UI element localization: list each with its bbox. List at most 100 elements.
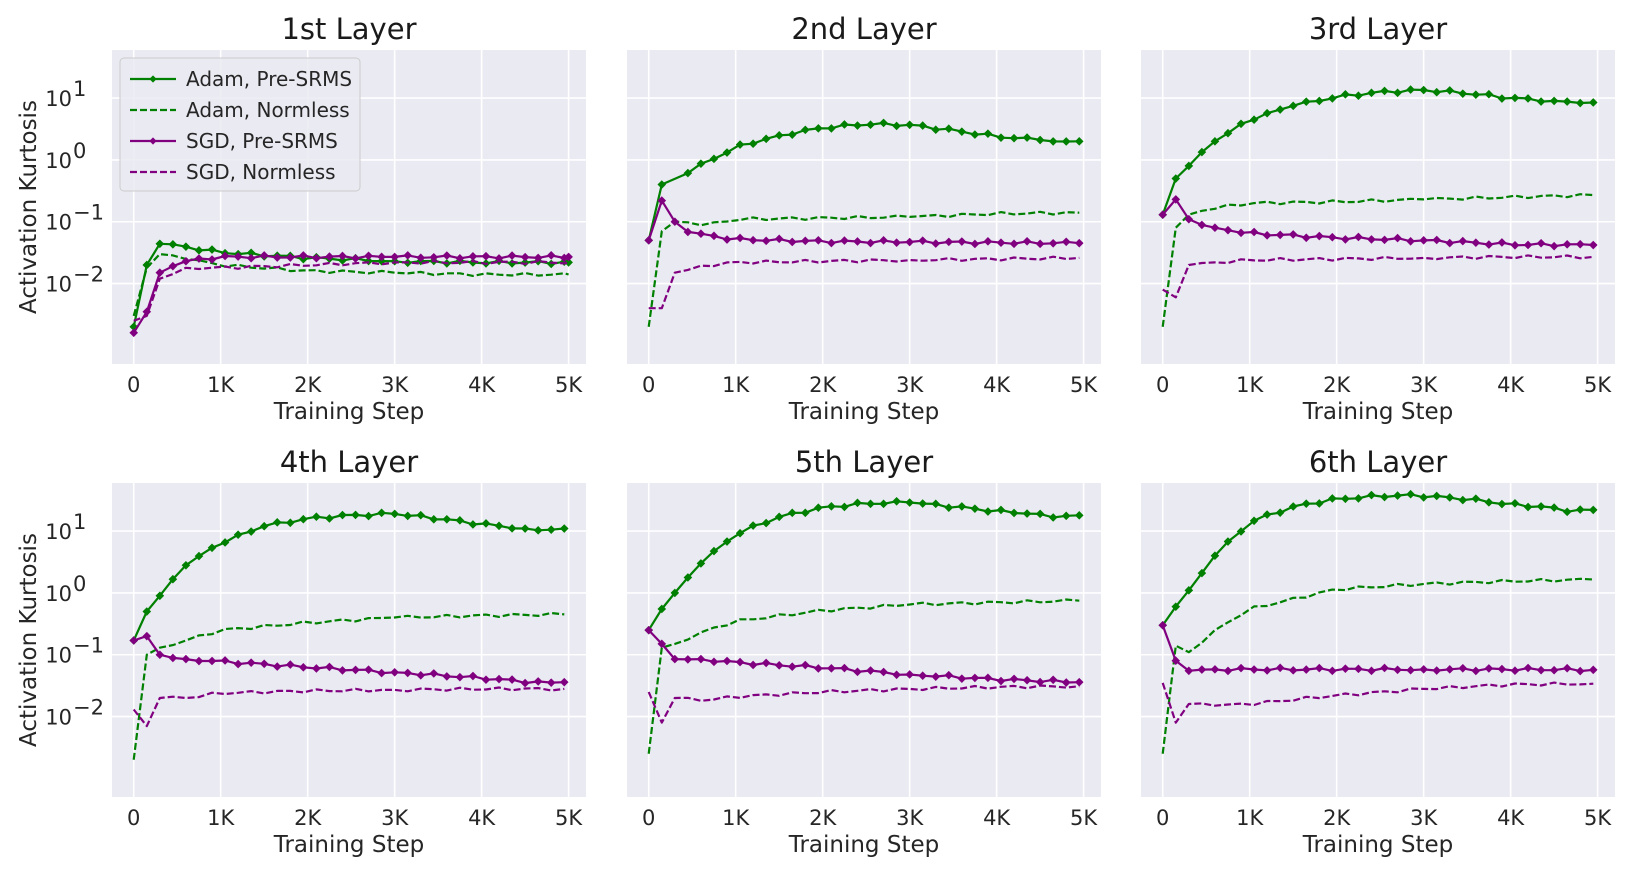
data-point — [1510, 666, 1520, 676]
x-tick-label: 3K — [896, 806, 924, 830]
data-point — [1497, 94, 1507, 103]
data-point — [983, 507, 993, 516]
data-point — [207, 543, 217, 553]
data-point — [1158, 210, 1168, 220]
data-point — [905, 670, 914, 679]
data-point — [416, 253, 426, 263]
data-point — [840, 502, 849, 512]
data-point — [670, 654, 680, 664]
data-point — [996, 133, 1006, 142]
data-point — [657, 639, 667, 649]
data-point — [1048, 238, 1058, 248]
data-point — [1380, 663, 1389, 673]
panel-6: 6th Layer 0 1K 2K 3K 4K 5K Training Step — [1141, 445, 1615, 858]
data-point — [1484, 664, 1494, 673]
data-point — [814, 124, 823, 133]
data-point — [1510, 240, 1520, 250]
data-point — [1471, 666, 1481, 676]
plot-area — [627, 50, 1101, 364]
data-point — [1184, 586, 1194, 595]
data-point — [918, 121, 928, 130]
data-point — [748, 660, 758, 670]
plot-area — [112, 483, 586, 797]
data-point — [559, 677, 569, 687]
data-point — [787, 237, 797, 247]
x-tick-label: 0 — [127, 806, 140, 830]
data-point — [735, 657, 745, 667]
data-point — [879, 236, 888, 245]
data-point — [520, 524, 530, 533]
data-point — [957, 127, 967, 136]
data-point — [1549, 503, 1559, 512]
data-point — [1301, 499, 1311, 508]
series-line — [647, 629, 1080, 684]
data-point — [761, 134, 771, 144]
data-point — [507, 251, 517, 260]
data-point — [494, 674, 504, 684]
x-tick-label: 5K — [555, 373, 583, 397]
data-point — [931, 125, 941, 135]
y-tick-label: 10 — [45, 87, 72, 111]
data-point — [1249, 516, 1259, 526]
data-point — [892, 670, 901, 680]
x-tick-label: 5K — [555, 806, 583, 830]
data-point — [507, 675, 517, 684]
x-axis-label: Training Step — [273, 399, 424, 425]
x-tick-label: 5K — [1070, 806, 1098, 830]
panel-title: 2nd Layer — [791, 12, 936, 46]
data-point — [233, 530, 243, 540]
data-point — [1048, 137, 1058, 146]
data-point — [1536, 502, 1546, 511]
data-point — [1074, 238, 1084, 248]
data-point — [364, 511, 373, 521]
data-point — [559, 524, 569, 533]
data-point — [1497, 238, 1507, 247]
data-point — [168, 261, 178, 271]
data-point — [866, 238, 875, 248]
data-point — [1301, 97, 1311, 106]
data-point — [800, 660, 810, 670]
data-point — [442, 672, 452, 681]
legend-label: Adam, Normless — [186, 98, 350, 122]
panel-title: 4th Layer — [280, 445, 418, 479]
data-point — [957, 237, 967, 246]
data-point — [312, 253, 321, 263]
data-point — [696, 654, 706, 664]
data-point — [1048, 513, 1058, 522]
data-point — [1223, 537, 1233, 546]
data-point — [129, 636, 139, 645]
data-point — [455, 672, 465, 682]
data-point — [1562, 663, 1572, 673]
data-point — [142, 631, 152, 641]
data-point — [787, 130, 797, 139]
data-point — [1432, 87, 1442, 97]
data-point — [1275, 230, 1285, 240]
data-point — [800, 508, 810, 518]
data-point — [1367, 235, 1376, 244]
y-tick-label: 10 — [45, 273, 72, 297]
data-point — [1288, 666, 1298, 675]
data-point — [1354, 664, 1363, 674]
data-point — [761, 658, 771, 668]
series-line — [1161, 198, 1594, 248]
data-point — [892, 238, 901, 247]
data-point — [546, 251, 556, 260]
data-point — [1009, 674, 1019, 684]
x-tick-label: 0 — [127, 373, 140, 397]
data-point — [1367, 666, 1376, 676]
legend-marker — [149, 137, 157, 145]
data-point — [1458, 236, 1468, 246]
series-line — [648, 255, 1080, 310]
data-point — [1432, 666, 1442, 675]
data-point — [403, 511, 413, 521]
data-point — [1184, 161, 1194, 171]
y-tick-label: 10 — [45, 149, 72, 173]
data-point — [416, 510, 426, 520]
data-point — [1341, 90, 1350, 99]
series-line — [1161, 681, 1594, 724]
data-point — [155, 650, 165, 660]
data-point — [1210, 551, 1220, 561]
panel-title: 1st Layer — [281, 12, 416, 46]
data-point — [1354, 91, 1363, 101]
